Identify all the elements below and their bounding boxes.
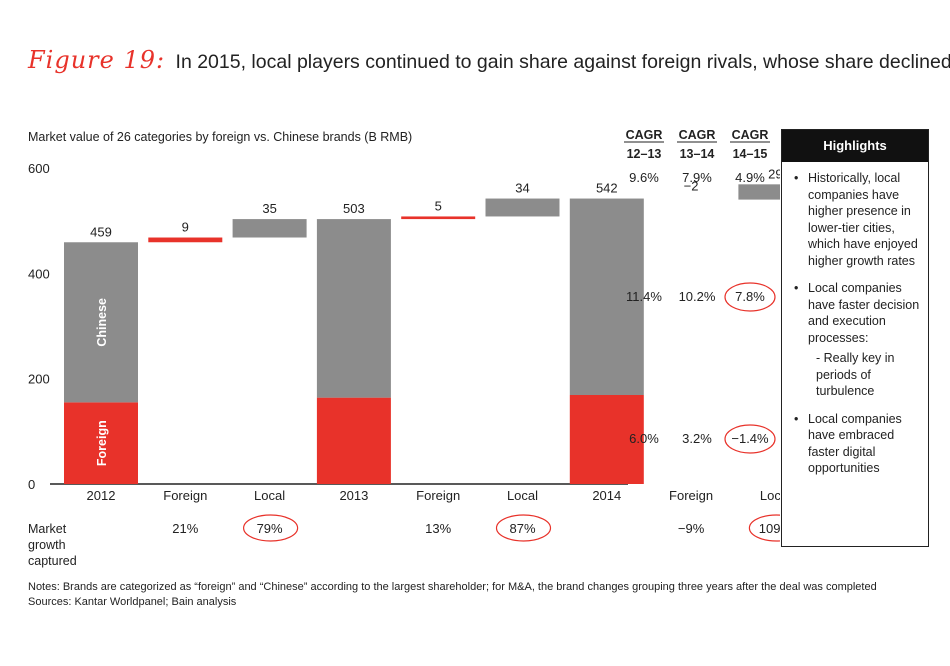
growth-captured-value: 109%	[759, 521, 780, 536]
change-label-foreign: 5	[435, 198, 442, 213]
notes-text: Notes: Brands are categorized as “foreig…	[28, 581, 877, 593]
highlights-title: Highlights	[782, 130, 928, 162]
highlights-list: Historically, local companies have highe…	[782, 170, 928, 477]
highlight-subitem: - Really key in periods of turbulence	[816, 351, 895, 398]
x-tick-label: 2012	[87, 488, 116, 503]
total-label-2013: 503	[343, 201, 365, 216]
total-label-2012: 459	[90, 224, 112, 239]
cagr-header: CAGR	[626, 128, 663, 142]
notes: Notes: Brands are categorized as “foreig…	[28, 580, 877, 610]
change-bar-foreign	[401, 216, 476, 220]
x-tick-label: Foreign	[163, 488, 207, 503]
y-tick-label: 200	[28, 372, 50, 387]
highlight-circle	[724, 282, 776, 312]
growth-captured-value: 87%	[509, 521, 535, 536]
cagr-period: 12–13	[627, 147, 662, 161]
x-tick-label: 2013	[339, 488, 368, 503]
figure-title: In 2015, local players continued to gain…	[175, 51, 950, 73]
change-label-foreign: 9	[182, 220, 189, 235]
highlight-circle	[748, 514, 780, 542]
change-label-chinese: 29	[768, 166, 780, 181]
change-bar-chinese	[485, 198, 560, 217]
growth-captured-value: 21%	[172, 521, 198, 536]
highlight-item: Local companies have faster decision and…	[792, 280, 922, 400]
bar-foreign-2013	[316, 397, 391, 484]
cagr-header: CAGR	[732, 128, 769, 142]
growth-captured-label: captured	[28, 554, 77, 568]
highlight-item: Local companies have embraced faster dig…	[792, 411, 922, 477]
cagr-value-chinese: 7.8%	[735, 289, 765, 304]
highlight-circle	[243, 514, 299, 542]
cagr-value-total: 4.9%	[735, 170, 765, 185]
bar-chinese-2012	[64, 242, 138, 403]
y-tick-label: 600	[28, 161, 50, 176]
highlights-panel: Highlights Historically, local companies…	[781, 129, 929, 547]
waterfall-chart: Market value of 26 categories by foreign…	[28, 128, 780, 568]
x-tick-label: Local	[254, 488, 285, 503]
growth-captured-value: −9%	[678, 521, 705, 536]
growth-captured-value: 79%	[257, 521, 283, 536]
segment-label-foreign: Foreign	[95, 420, 109, 466]
cagr-period: 13–14	[680, 147, 715, 161]
change-label-chinese: 35	[262, 201, 276, 216]
bar-chinese-2013	[316, 219, 391, 398]
growth-captured-label: Market	[28, 522, 67, 536]
highlight-circle	[495, 514, 552, 542]
growth-captured-value: 13%	[425, 521, 451, 536]
figure-label: Figure 19:	[28, 46, 166, 74]
highlight-circle	[724, 424, 776, 454]
cagr-value-foreign: 3.2%	[682, 431, 712, 446]
highlight-item: Historically, local companies have highe…	[792, 170, 922, 269]
x-tick-label: 2014	[592, 488, 621, 503]
cagr-value-total: 7.9%	[682, 170, 712, 185]
x-tick-label: Foreign	[416, 488, 460, 503]
x-tick-label: Foreign	[669, 488, 713, 503]
x-tick-label: Local	[760, 488, 780, 503]
bar-foreign-2014	[569, 394, 644, 484]
figure-title-row: Figure 19: In 2015, local players contin…	[28, 46, 950, 86]
change-bar-chinese	[232, 219, 307, 238]
cagr-header: CAGR	[679, 128, 716, 142]
x-tick-label: Local	[507, 488, 538, 503]
change-bar-foreign	[148, 237, 223, 243]
y-tick-label: 0	[28, 477, 35, 492]
cagr-value-chinese: 10.2%	[679, 289, 716, 304]
growth-captured-label: growth	[28, 538, 66, 552]
cagr-value-chinese: 11.4%	[626, 289, 662, 304]
bar-foreign-2012	[64, 402, 138, 484]
change-bar-chinese	[738, 184, 780, 200]
cagr-value-foreign: −1.4%	[731, 431, 769, 446]
chart-subtitle: Market value of 26 categories by foreign…	[28, 130, 412, 144]
change-label-foreign: −2	[684, 178, 699, 193]
bar-chinese-2014	[569, 198, 644, 395]
change-label-chinese: 34	[515, 181, 529, 196]
cagr-value-total: 9.6%	[629, 170, 659, 185]
segment-label-chinese: Chinese	[95, 298, 109, 347]
cagr-period: 14–15	[733, 147, 768, 161]
total-label-2014: 542	[596, 181, 618, 196]
y-tick-label: 400	[28, 266, 50, 281]
cagr-value-foreign: 6.0%	[629, 431, 659, 446]
sources-text: Sources: Kantar Worldpanel; Bain analysi…	[28, 596, 237, 608]
